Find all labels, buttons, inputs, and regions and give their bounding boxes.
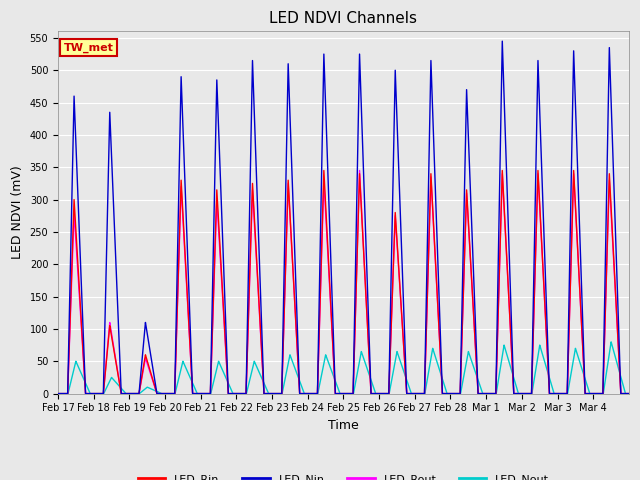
Title: LED NDVI Channels: LED NDVI Channels xyxy=(269,11,417,26)
X-axis label: Time: Time xyxy=(328,419,359,432)
Text: TW_met: TW_met xyxy=(64,42,113,53)
Legend: LED_Rin, LED_Nin, LED_Rout, LED_Nout: LED_Rin, LED_Nin, LED_Rout, LED_Nout xyxy=(133,469,554,480)
Y-axis label: LED NDVI (mV): LED NDVI (mV) xyxy=(11,166,24,259)
